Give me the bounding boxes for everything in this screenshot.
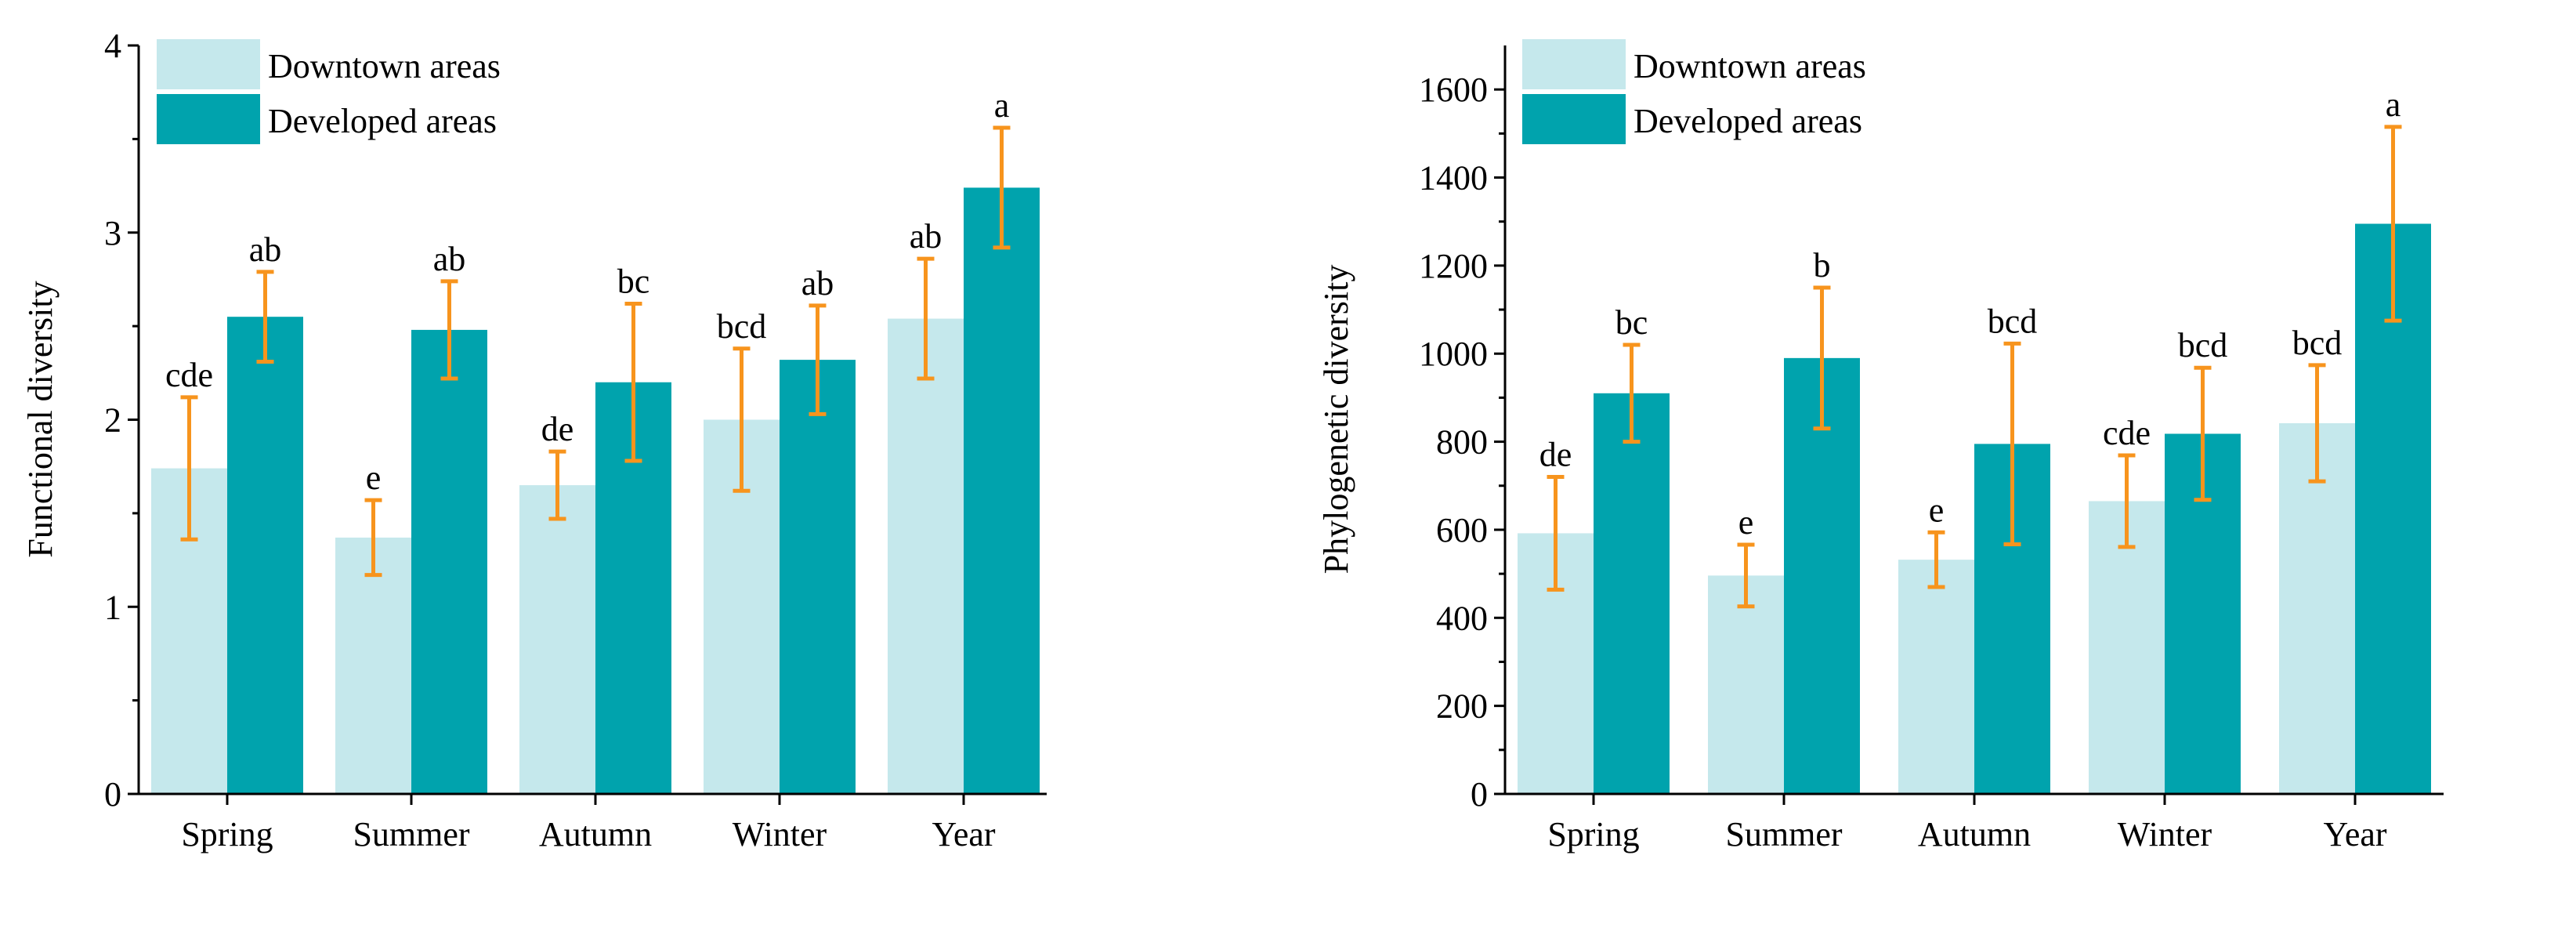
significance-label: bcd [2292,324,2343,362]
legend-label-developed: Developed areas [1634,102,1862,140]
bars-layer [1518,223,2431,795]
significance-label: bcd [717,307,767,346]
significance-labels-layer: de bc e b e bcd cde bcd bcd a [1539,85,2401,542]
y-tick-label: 800 [1436,423,1488,462]
significance-label: e [366,458,382,497]
x-tick-label: Summer [1725,815,1842,853]
x-tick-label: Winter [733,815,827,853]
significance-label: cde [2103,414,2151,452]
legend-label-developed: Developed areas [268,102,497,140]
bar-downtown [888,318,964,794]
significance-label: bc [1615,303,1648,342]
bar-downtown [2279,422,2355,794]
bar-downtown [1708,575,1784,794]
significance-label: cde [165,356,213,394]
bar-developed [1594,393,1670,794]
y-tick-label: 200 [1436,687,1488,726]
y-axis-label: Phylogenetic diversity [1317,265,1355,574]
significance-label: b [1814,246,1831,284]
bar-developed [411,329,487,794]
legend-label-downtown: Downtown areas [1634,47,1866,85]
bar-downtown [1898,560,1974,794]
bar-downtown [2089,501,2165,794]
y-tick-label: 1400 [1419,159,1488,198]
significance-label: ab [433,240,466,278]
significance-label: de [541,410,574,448]
y-tick-label: 1200 [1419,247,1488,285]
x-tick-label: Autumn [1918,815,2031,853]
y-tick-label: 0 [1471,775,1488,814]
legend: Downtown areas Developed areas [1522,39,1866,144]
y-axis-label: Functional diversity [21,281,60,557]
bars-layer [151,187,1040,795]
bar-downtown [335,537,411,794]
y-tick-label: 600 [1436,511,1488,549]
legend-swatch-developed [157,94,260,144]
y-ticks-layer: 0 1 2 3 4 [104,27,139,814]
y-tick-label: 400 [1436,599,1488,637]
y-tick-label: 3 [104,214,121,252]
bar-downtown [519,485,595,794]
bar-developed [1784,357,1860,795]
significance-label: bcd [1988,302,2038,340]
x-tick-label: Winter [2118,815,2212,853]
significance-label: ab [801,264,834,303]
significance-label: ab [910,217,942,255]
x-ticks-layer: Spring Summer Autumn Winter Year [1547,794,2387,853]
y-tick-label: 0 [104,775,121,814]
x-tick-label: Spring [1547,815,1639,853]
y-tick-label: 4 [104,27,121,65]
significance-label: bc [617,262,650,300]
x-tick-label: Year [932,815,995,853]
phylogenetic-diversity-chart: de bc e b e bcd cde bcd bcd a 0 200 400 600 800 1000 12… [1317,39,2444,853]
significance-label: ab [249,230,282,269]
x-ticks-layer: Spring Summer Autumn Winter Year [181,794,996,853]
y-tick-label: 1600 [1419,71,1488,109]
y-ticks-layer: 0 200 400 600 800 1000 1200 1400 1600 [1419,71,1505,814]
significance-label: a [2386,85,2401,124]
bar-developed [227,317,303,794]
x-tick-label: Year [2323,815,2386,853]
legend-swatch-downtown [1522,39,1626,89]
x-tick-label: Spring [181,815,273,853]
bar-developed [964,187,1040,794]
legend-label-downtown: Downtown areas [268,47,501,85]
x-tick-label: Autumn [539,815,652,853]
y-tick-label: 1 [104,588,121,626]
legend-swatch-developed [1522,94,1626,144]
error-bars-layer [1547,125,2402,609]
legend-swatch-downtown [157,39,260,89]
significance-label: bcd [2178,326,2228,364]
legend: Downtown areas Developed areas [157,39,501,144]
error-bars-layer [180,125,1011,578]
significance-label: e [1929,491,1945,529]
significance-label: de [1539,436,1572,474]
significance-label: a [994,86,1010,125]
significance-label: e [1738,503,1754,542]
x-tick-label: Summer [353,815,469,853]
bar-developed [780,360,856,795]
y-tick-label: 2 [104,401,121,440]
y-tick-label: 1000 [1419,335,1488,373]
